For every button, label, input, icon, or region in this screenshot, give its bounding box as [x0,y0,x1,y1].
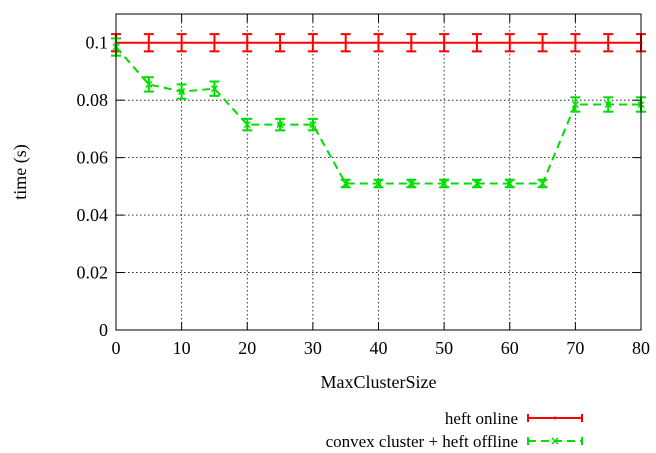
y-tick-label: 0.04 [77,205,109,225]
tick-labels: 0 10 20 30 40 50 60 70 80 0 0.02 0.04 0.06 0.08 0.1 [77,33,651,358]
data-point [309,121,317,129]
x-tick-label: 60 [501,338,519,358]
series-1 [111,33,646,53]
legend: heft online convex cluster + heft offline [326,409,583,451]
data-point [212,41,216,45]
x-tick-label: 20 [238,338,256,358]
data-point [541,41,545,45]
data-point [344,41,348,45]
data-point [573,41,577,45]
x-tick-label: 70 [566,338,584,358]
data-point [475,41,479,45]
data-point [606,41,610,45]
data-point [508,41,512,45]
data-point [342,179,350,188]
data-point [377,41,380,45]
series-layer [111,33,646,189]
x-axis-label: MaxClusterSize [321,372,437,392]
data-point [178,88,186,96]
series-2 [111,37,646,189]
data-point [210,85,218,93]
data-point [409,41,413,45]
legend-label: convex cluster + heft offline [326,432,518,451]
data-point [243,121,251,129]
x-tick-label: 10 [173,338,191,358]
data-point [407,179,415,188]
data-point [180,41,184,45]
data-point [440,179,448,188]
y-tick-label: 0.08 [77,90,109,110]
legend-marker [551,437,559,445]
data-point [506,179,514,188]
y-tick-label: 0.1 [86,33,109,53]
x-tick-label: 80 [632,338,650,358]
data-point [276,121,284,129]
x-tick-label: 40 [370,338,388,358]
data-point [311,41,315,45]
data-point [604,100,612,109]
y-axis-label: time (s) [10,144,31,200]
legend-marker [553,416,557,420]
data-point [147,41,151,45]
legend-label: heft online [445,409,518,428]
data-point [539,179,547,188]
data-point [245,41,249,45]
x-tick-label: 50 [435,338,453,358]
x-tick-label: 0 [112,338,121,358]
y-tick-label: 0.02 [77,263,109,283]
plot-frame [115,13,642,331]
data-point [374,179,383,188]
y-tick-label: 0 [99,320,108,340]
data-point [278,41,282,45]
data-point [473,179,481,188]
y-tick-label: 0.06 [77,148,109,168]
x-tick-label: 30 [304,338,322,358]
data-point [442,41,446,45]
data-point [571,100,579,109]
data-point [145,80,153,88]
grid-lines [116,14,641,330]
